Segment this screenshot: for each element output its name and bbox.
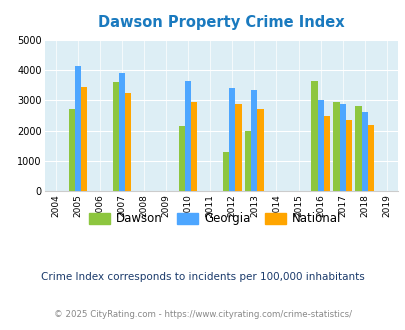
Bar (323, 116, 329, 191)
Bar (81, 87, 87, 191)
Bar (119, 73, 125, 191)
Text: Dawson Property Crime Index: Dawson Property Crime Index (98, 15, 344, 30)
Bar (345, 120, 351, 191)
Bar (185, 81, 191, 191)
Bar (191, 102, 197, 191)
Bar (339, 104, 345, 191)
Bar (257, 109, 263, 191)
Bar (333, 102, 339, 191)
Bar (245, 131, 251, 191)
Bar (125, 93, 131, 191)
Bar (229, 87, 235, 191)
Bar (317, 100, 323, 191)
Bar (367, 125, 373, 191)
Text: © 2025 CityRating.com - https://www.cityrating.com/crime-statistics/: © 2025 CityRating.com - https://www.city… (54, 310, 351, 319)
Text: Crime Index corresponds to incidents per 100,000 inhabitants: Crime Index corresponds to incidents per… (41, 272, 364, 282)
Bar (75, 66, 81, 191)
Bar (235, 104, 241, 191)
Bar (222, 152, 229, 191)
Bar (361, 113, 367, 191)
Bar (112, 82, 119, 191)
Bar (68, 110, 75, 191)
Bar (179, 125, 185, 191)
Legend: Dawson, Georgia, National: Dawson, Georgia, National (84, 208, 345, 230)
Bar (251, 90, 257, 191)
Bar (311, 81, 317, 191)
Bar (355, 106, 361, 191)
